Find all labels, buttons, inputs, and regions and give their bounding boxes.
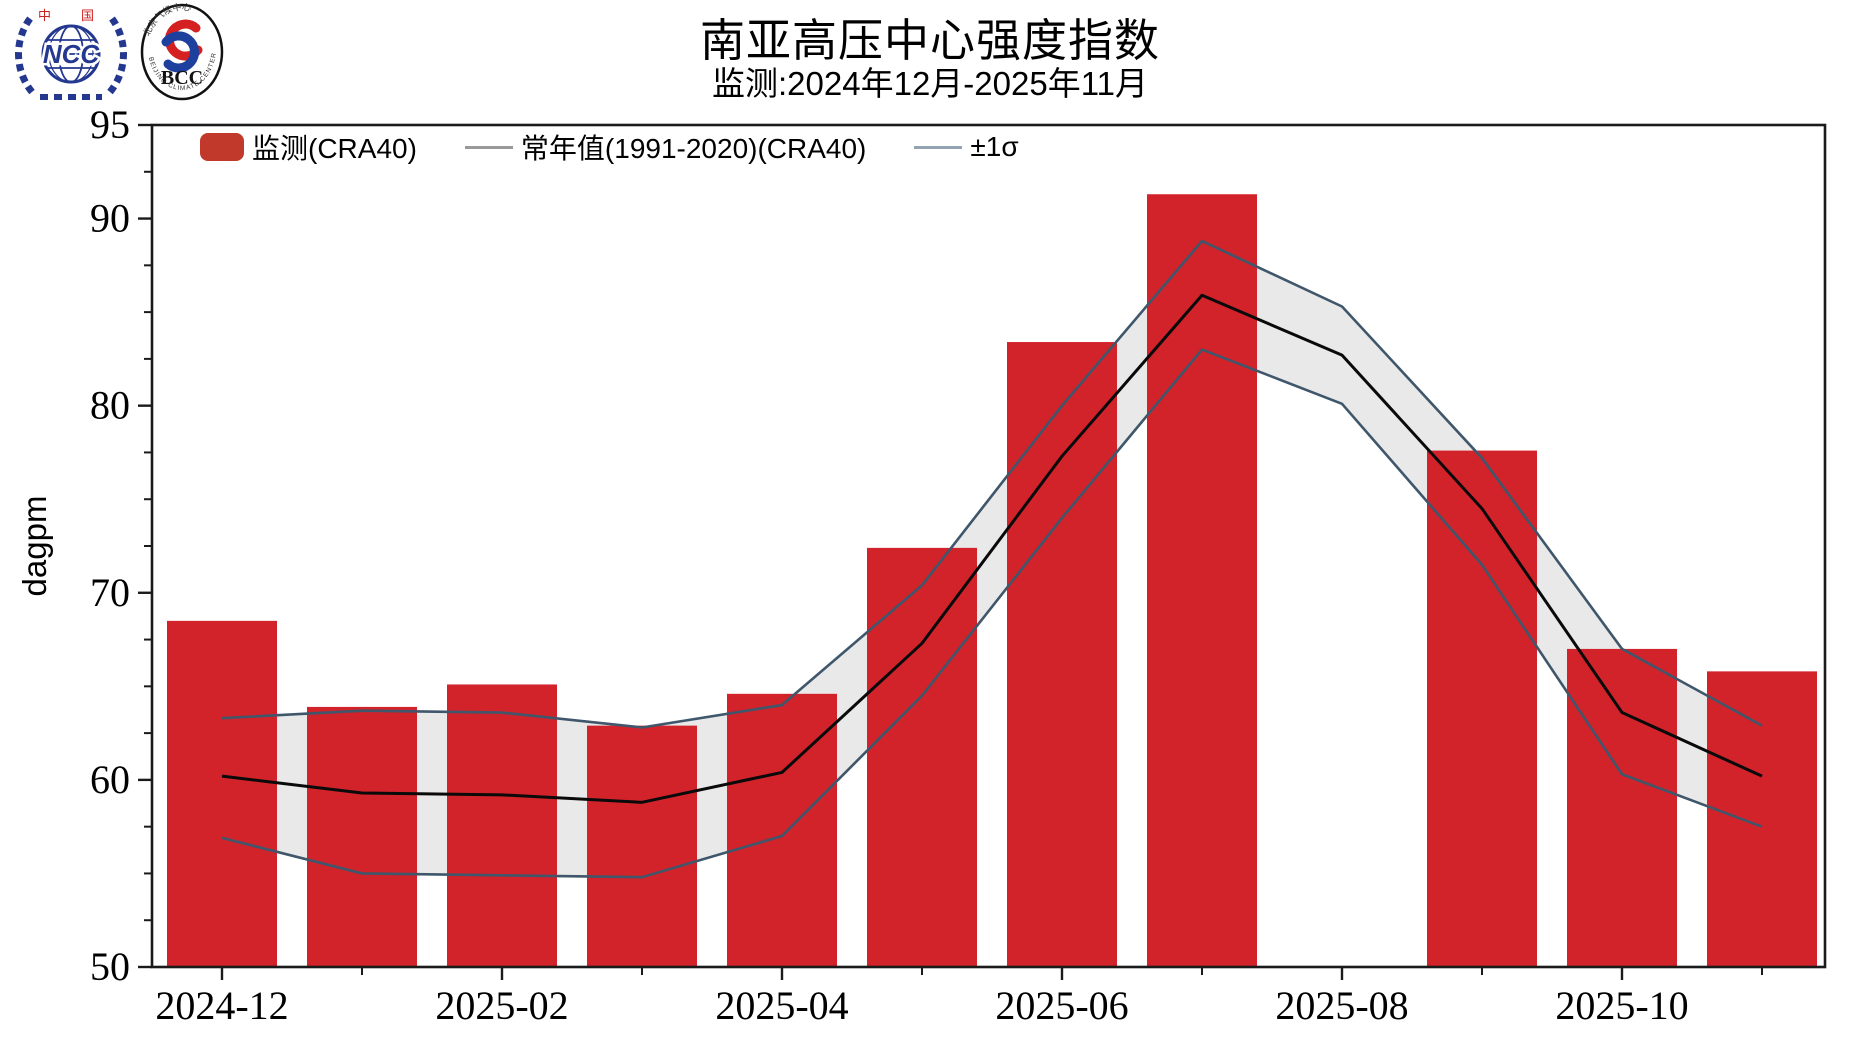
- ncc-acronym: NCC: [43, 39, 101, 69]
- sigma-band: [222, 241, 1762, 878]
- bar: [447, 684, 557, 967]
- upper-sigma-line: [221, 239, 1763, 729]
- laurel-left: [15, 13, 35, 95]
- line-swatch-icon: [464, 145, 513, 149]
- legend-label-normal: 常年值(1991-2020)(CRA40): [520, 133, 867, 164]
- bar: [1567, 648, 1677, 967]
- bar: [867, 547, 977, 967]
- laurel-right: [107, 13, 127, 95]
- legend-item-normal: 常年值(1991-2020)(CRA40): [464, 127, 867, 167]
- bar: [1147, 194, 1257, 968]
- bar: [1707, 671, 1817, 967]
- chart-subtitle: 监测:2024年12月-2025年11月: [712, 65, 1148, 102]
- mean-line: [221, 293, 1763, 804]
- chart-title: 南亚高压中心强度指数: [699, 15, 1160, 66]
- bar: [587, 725, 697, 967]
- legend-label-sigma: ±1σ: [970, 131, 1019, 162]
- bar: [1007, 342, 1117, 967]
- bcc-acronym: BCC: [161, 67, 203, 89]
- x-tick-label: 2025-04: [715, 983, 848, 1028]
- y-tick-label: 90: [90, 196, 130, 241]
- legend-item-monitor: 监测(CRA40): [200, 127, 417, 167]
- lower-sigma-line: [221, 348, 1763, 879]
- x-tick-label: 2025-10: [1555, 983, 1688, 1028]
- legend: 监测(CRA40) 常年值(1991-2020)(CRA40) ±1σ: [200, 127, 1019, 167]
- legend-label-monitor: 监测(CRA40): [252, 133, 417, 164]
- sigma-line-swatch-icon: [914, 145, 963, 149]
- ncc-country-right: 国: [81, 8, 94, 23]
- x-tick-label: 2025-02: [435, 983, 568, 1028]
- y-tick-label: 70: [90, 570, 130, 615]
- x-tick-label: 2025-08: [1275, 983, 1408, 1028]
- bar-swatch-icon: [200, 133, 244, 161]
- y-tick-label: 50: [90, 944, 130, 989]
- bar: [307, 706, 417, 967]
- y-tick-label: 95: [90, 102, 130, 147]
- x-tick-label: 2024-12: [155, 983, 288, 1028]
- bar: [167, 620, 277, 967]
- x-tick-label: 2025-06: [995, 983, 1128, 1028]
- bcc-logo: BCC 北京气候中心 BEIJING CLIMATE CENTER: [140, 2, 224, 101]
- bar: [1427, 450, 1537, 967]
- ncc-country-left: 中: [38, 8, 51, 23]
- legend-item-sigma: ±1σ: [914, 131, 1019, 163]
- ncc-logo: 中 国 NCC: [15, 8, 127, 100]
- y-tick-label: 60: [90, 757, 130, 802]
- bar: [727, 693, 837, 967]
- bcc-swirl-blue: [161, 31, 200, 73]
- y-tick-label: 80: [90, 383, 130, 428]
- y-axis-label: dagpm: [16, 496, 53, 597]
